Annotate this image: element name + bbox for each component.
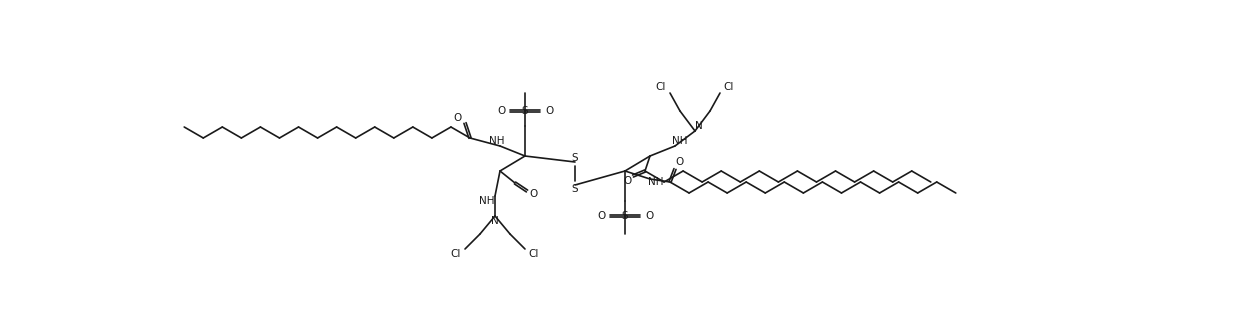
Text: S: S bbox=[572, 153, 578, 163]
Text: N: N bbox=[695, 121, 702, 131]
Text: O: O bbox=[676, 157, 684, 167]
Text: N: N bbox=[491, 216, 498, 226]
Text: NH: NH bbox=[649, 177, 664, 187]
Text: Cl: Cl bbox=[656, 82, 666, 92]
Text: Cl: Cl bbox=[724, 82, 734, 92]
Text: NH: NH bbox=[480, 196, 495, 206]
Text: O: O bbox=[497, 106, 505, 116]
Text: O: O bbox=[530, 189, 538, 199]
Text: NH: NH bbox=[672, 136, 687, 146]
Text: O: O bbox=[597, 211, 605, 221]
Text: O: O bbox=[454, 113, 462, 123]
Text: Cl: Cl bbox=[528, 249, 540, 259]
Text: O: O bbox=[545, 106, 553, 116]
Text: S: S bbox=[622, 211, 629, 221]
Text: NH: NH bbox=[490, 136, 505, 146]
Text: O: O bbox=[623, 176, 631, 186]
Text: O: O bbox=[645, 211, 654, 221]
Text: S: S bbox=[572, 184, 578, 194]
Text: Cl: Cl bbox=[451, 249, 461, 259]
Text: S: S bbox=[522, 106, 528, 116]
